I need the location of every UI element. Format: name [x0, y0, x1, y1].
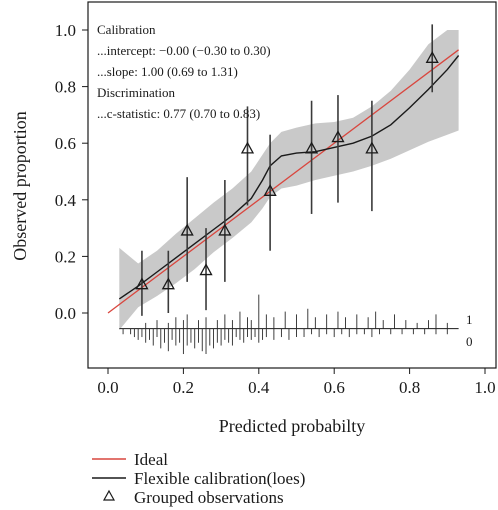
ideal-line-layer — [107, 49, 460, 314]
ideal-line — [107, 49, 460, 314]
ci-band-layer — [119, 30, 459, 330]
grouped-point — [331, 130, 345, 143]
x-tick-label: 0.0 — [97, 378, 118, 397]
rug-label-nonevents: 0 — [466, 334, 473, 349]
x-tick-label: 0.4 — [248, 378, 270, 397]
y-tick-label: 0.0 — [55, 304, 76, 323]
grouped-point — [135, 277, 149, 290]
error-bars-layer — [141, 24, 434, 316]
y-ticks-layer: 0.0 0.2 0.4 0.6 0.8 1.0 — [55, 21, 88, 323]
grouped-point — [263, 183, 277, 196]
grouped-point — [365, 141, 379, 154]
x-ticks-layer: 0.0 0.2 0.4 0.6 0.8 1.0 — [97, 368, 496, 397]
plot-frame — [87, 1, 497, 369]
x-tick-label: 0.2 — [173, 378, 194, 397]
y-tick-label: 0.6 — [55, 134, 76, 153]
legend-loess-label: Flexible calibration(loes) — [134, 469, 305, 488]
grouped-point — [161, 277, 175, 290]
y-tick-label: 1.0 — [55, 21, 76, 40]
y-axis-title: Observed proportion — [10, 111, 30, 260]
annotation-line-1: Calibration — [97, 22, 156, 37]
rug-layer — [119, 294, 459, 355]
annotation-line-5: ...c-statistic: 0.77 (0.70 to 0.83) — [97, 106, 260, 121]
annotation-line-4: Discrimination — [97, 85, 175, 100]
legend-ideal-label: Ideal — [134, 450, 168, 469]
y-tick-label: 0.8 — [55, 78, 76, 97]
legend-grouped-label: Grouped observations — [134, 488, 284, 507]
loess-line-layer — [118, 55, 460, 300]
loess-line — [118, 55, 460, 300]
y-tick-label: 0.4 — [55, 191, 77, 210]
rug-label-events: 1 — [466, 312, 473, 327]
x-tick-label: 0.8 — [399, 378, 420, 397]
x-tick-label: 0.6 — [324, 378, 345, 397]
x-tick-label: 1.0 — [474, 378, 495, 397]
grouped-point — [240, 141, 255, 154]
y-tick-label: 0.2 — [55, 247, 76, 266]
legend-triangle-icon — [102, 489, 116, 501]
annotation-line-3: ...slope: 1.00 (0.69 to 1.31) — [97, 64, 238, 79]
grouped-point — [304, 141, 319, 154]
grouped-point — [199, 263, 213, 276]
x-axis-title: Predicted probabilty — [219, 416, 365, 436]
grouped-point — [180, 223, 194, 236]
grouped-points-layer — [135, 50, 439, 290]
grouped-point — [218, 223, 232, 236]
annotation-line-2: ...intercept: −0.00 (−0.30 to 0.30) — [97, 43, 271, 58]
grouped-point — [425, 50, 439, 63]
ci-band — [119, 30, 459, 330]
